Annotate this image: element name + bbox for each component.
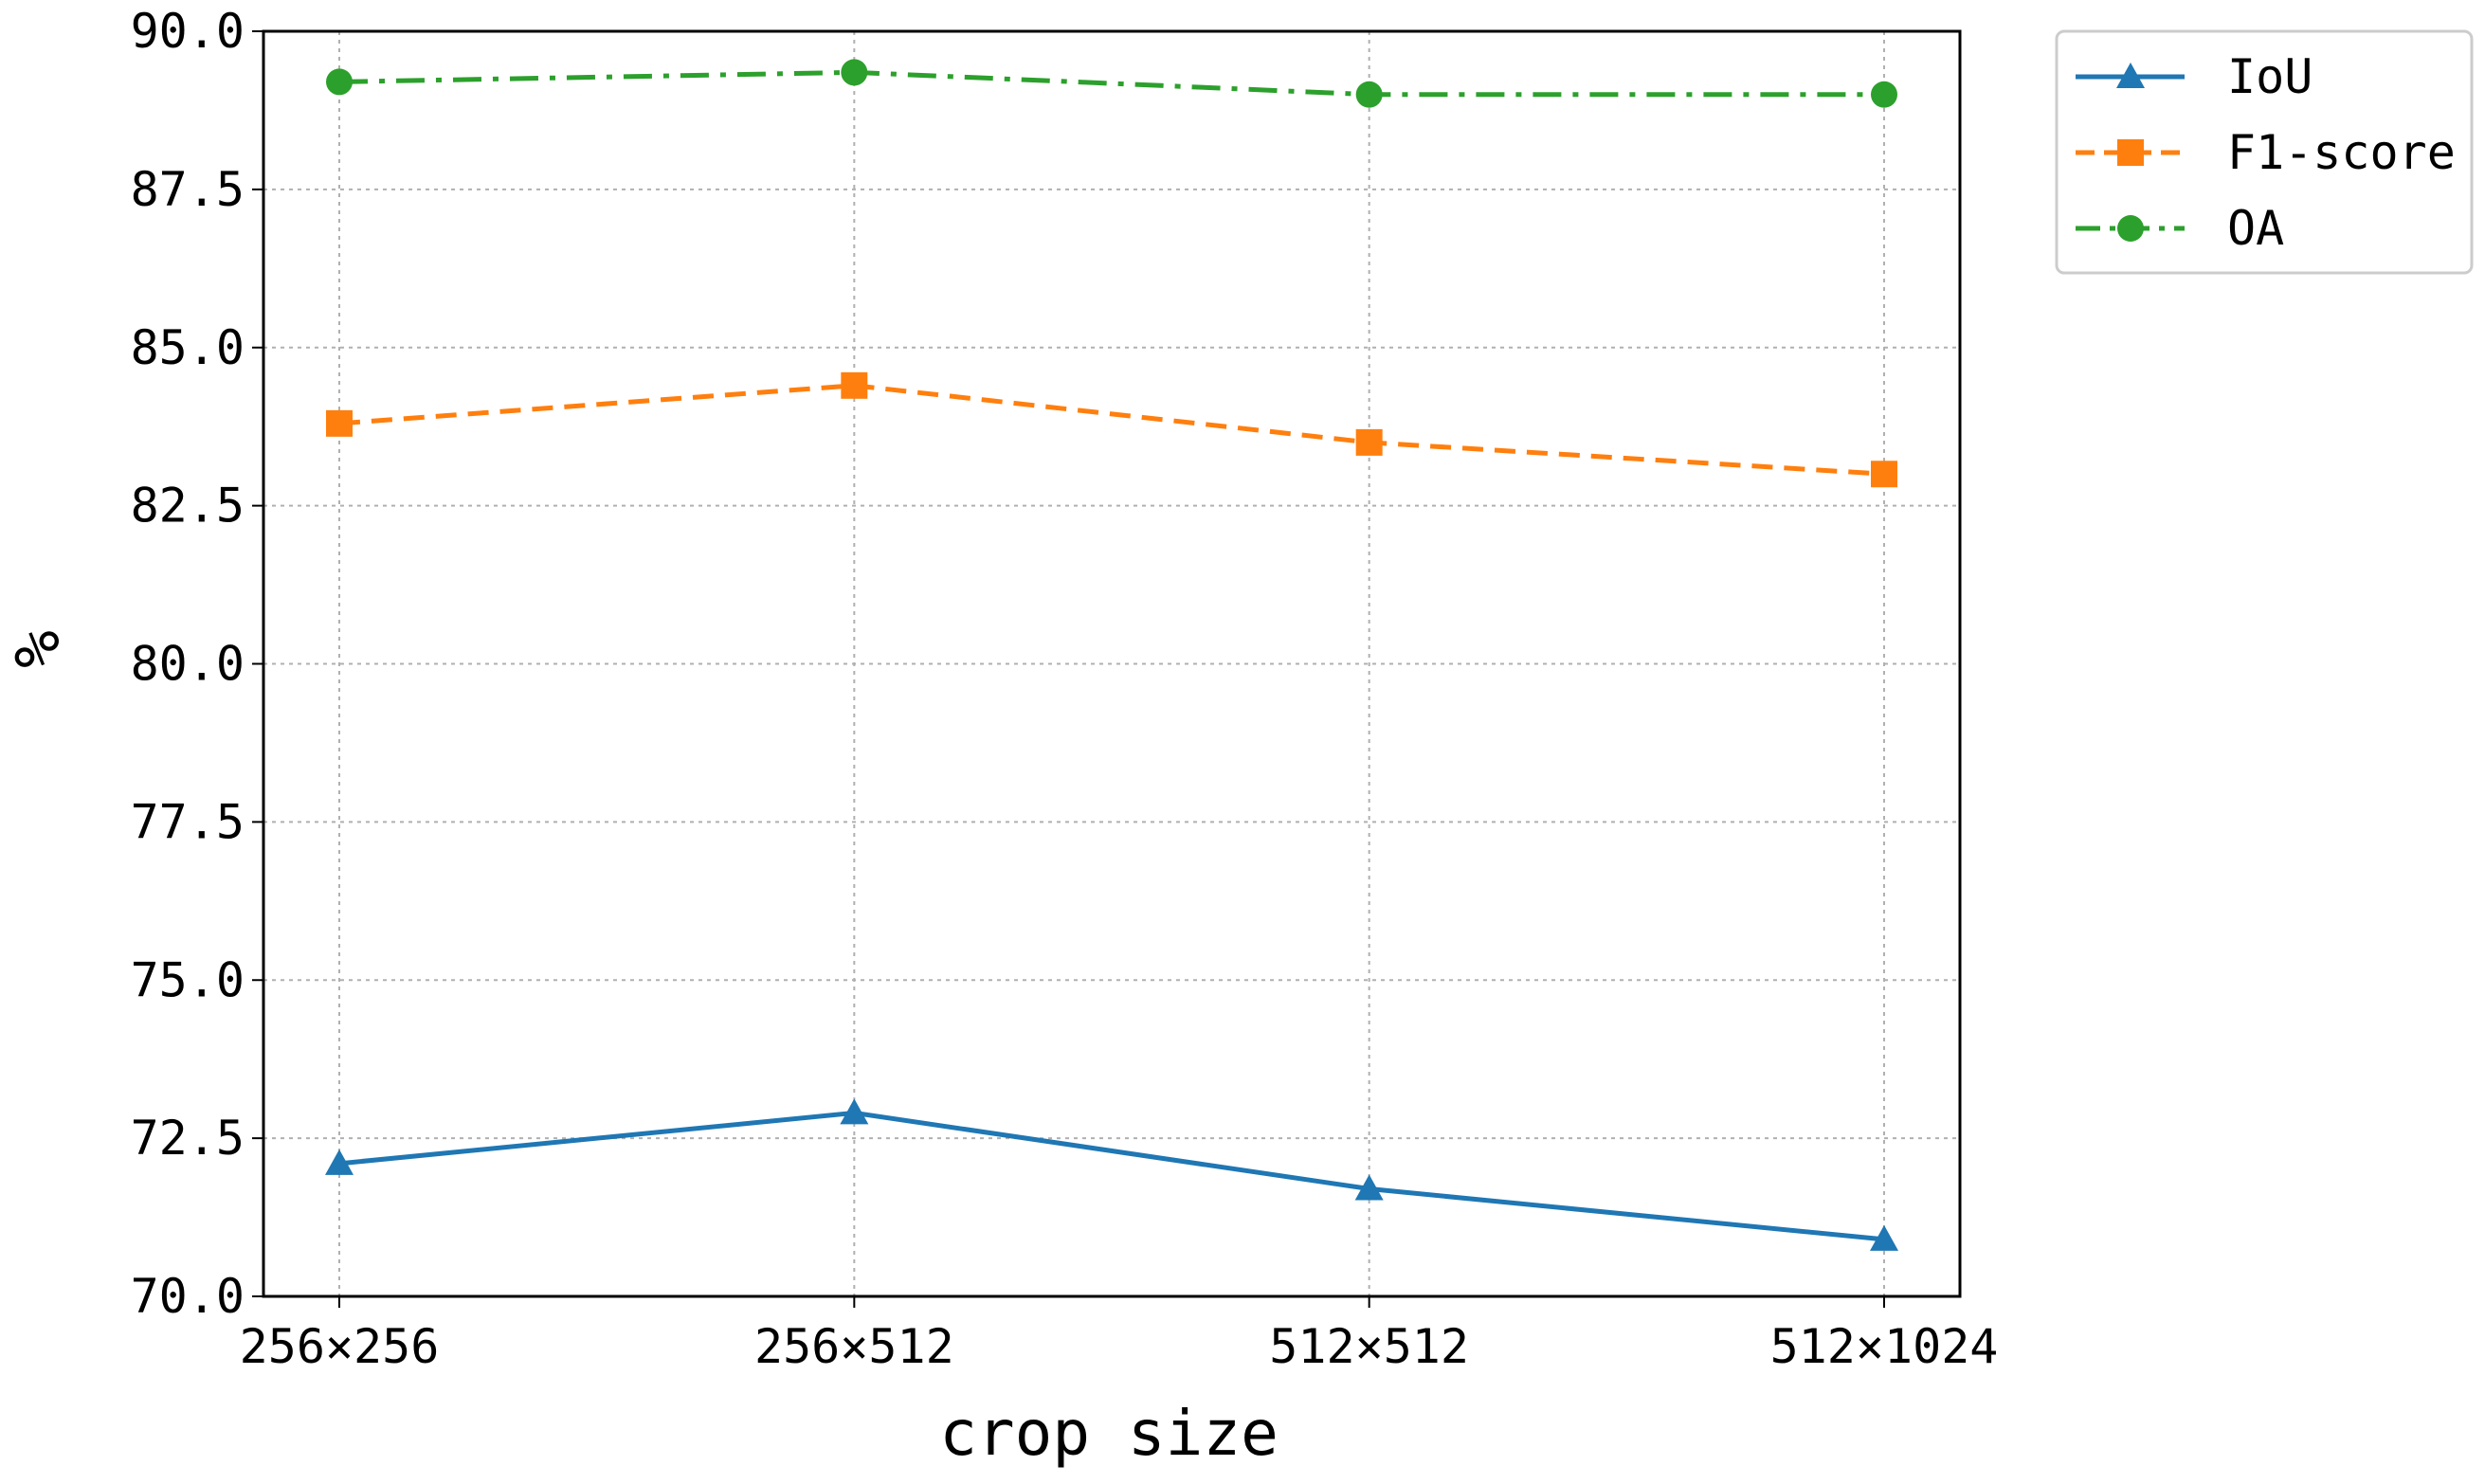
y-tick-label: 87.5 [131,162,245,217]
legend-label: F1-score [2227,125,2456,180]
plot-axes: 70.0 72.5 75.0 77.5 80.0 82.5 85.0 87.5 90.0 256×… [131,4,1999,1374]
x-tick-label: 512×1024 [1770,1319,1999,1374]
y-tick-label: 75.0 [131,952,245,1007]
legend-marker [2117,215,2144,242]
x-tick-label: 256×256 [240,1319,440,1374]
series-layer [325,59,1898,1251]
data-point [325,1149,354,1175]
legend-label: OA [2227,201,2284,256]
series-f1-score [326,371,1897,488]
series-line [338,69,1884,98]
legend-box [2055,29,2474,275]
data-point [841,371,868,399]
data-point [1870,1224,1898,1251]
legend-marker [2116,63,2145,88]
data-point [1355,428,1383,456]
x-axis-label: crop size [939,1397,1279,1470]
legend-item: IoU [2076,49,2313,104]
y-tick-label: 90.0 [131,4,245,59]
plot-frame [262,29,1962,1298]
data-point [1354,1174,1384,1201]
y-tick-label: 85.0 [131,320,245,375]
series-line [338,383,1885,477]
y-tick-label: 80.0 [131,637,245,692]
legend-label: IoU [2227,49,2313,104]
legend-marker [2117,139,2144,166]
legend-item: OA [2076,201,2284,256]
x-tick-label: 512×512 [1269,1319,1469,1374]
data-point [1871,81,1897,108]
data-point [1871,461,1897,488]
series-oa [326,59,1897,108]
y-tick-label: 82.5 [131,479,245,534]
legend: IoU F1-score OA [2055,29,2474,275]
grid-lines [263,30,1960,1297]
data-point [326,409,353,437]
series-line [338,1110,1885,1242]
legend-item: F1-score [2076,125,2456,180]
series-iou [325,1098,1898,1251]
y-tick-label: 77.5 [131,794,245,849]
x-tick-label: 256×512 [754,1319,954,1374]
y-axis-label: % [1,630,74,668]
data-point [841,59,868,86]
data-point [326,68,353,96]
data-point [1355,81,1383,108]
data-point [840,1098,869,1125]
y-tick-label: 72.5 [131,1111,245,1166]
y-tick-label: 70.0 [131,1269,245,1324]
